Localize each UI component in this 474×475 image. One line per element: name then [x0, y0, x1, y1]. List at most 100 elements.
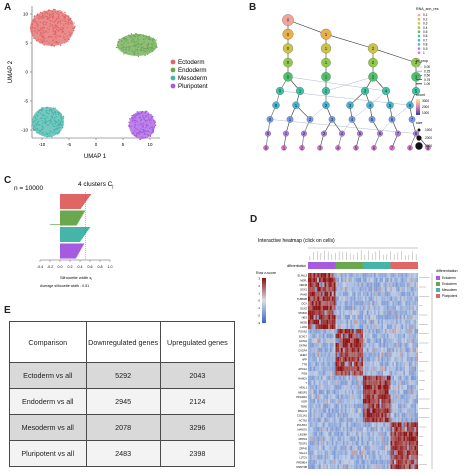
heatmap-cell	[339, 329, 342, 334]
heatmap-cell	[319, 455, 321, 460]
heatmap-cell	[405, 273, 408, 278]
heatmap-cell	[401, 413, 404, 418]
clustree-node	[266, 116, 274, 123]
colorbar-tick-label: 1	[258, 291, 260, 295]
heatmap-cell	[401, 282, 404, 288]
heatmap-cell	[319, 319, 321, 325]
heatmap-cell	[324, 324, 327, 330]
heatmap-cell	[374, 361, 376, 367]
heatmap-cell	[372, 389, 375, 395]
heatmap-cell	[401, 450, 404, 456]
clustree-node	[282, 14, 294, 26]
heatmap-cell	[319, 431, 321, 437]
heatmap-cell	[320, 422, 323, 428]
heatmap-cell	[335, 380, 338, 386]
heatmap-cell	[412, 315, 415, 320]
heatmap-cell	[341, 319, 343, 325]
heatmap-cell	[377, 338, 380, 344]
heatmap-cell	[392, 380, 395, 386]
colorbar-step	[262, 317, 266, 319]
heatmap-cell	[410, 366, 413, 372]
heatmap-cell	[333, 394, 336, 400]
heatmap-cell	[381, 441, 384, 446]
heatmap-cell	[397, 441, 400, 446]
heatmap-cell	[352, 310, 354, 316]
heatmap-cell	[311, 436, 314, 442]
heatmap-cell	[308, 310, 310, 316]
heatmap-cell	[342, 310, 345, 316]
heatmap-gene-label: NEFL	[300, 278, 307, 282]
heatmap-cell	[350, 408, 353, 414]
heatmap-cell	[397, 436, 400, 442]
heatmap-cell	[368, 291, 371, 297]
heatmap-cell	[313, 431, 316, 437]
heatmap-cell	[363, 296, 365, 302]
heatmap-cell	[341, 338, 343, 344]
umap-point	[51, 117, 54, 120]
heatmap-cell	[414, 431, 417, 437]
heatmap-cell	[407, 282, 409, 288]
heatmap-cell	[374, 324, 376, 330]
heatmap-cell	[350, 375, 353, 381]
umap-point	[135, 117, 137, 119]
heatmap-cell	[341, 296, 343, 302]
heatmap-cell	[322, 417, 325, 423]
heatmap-cell	[397, 273, 400, 278]
heatmap-cell	[315, 417, 318, 423]
heatmap-cell	[403, 380, 406, 386]
heatmap-cell	[405, 380, 408, 386]
umap-point	[133, 51, 135, 53]
heatmap-cell	[410, 324, 413, 330]
heatmap-cell	[326, 361, 329, 367]
umap-point	[141, 43, 143, 45]
umap-point	[154, 121, 157, 124]
heatmap-cell	[357, 413, 360, 418]
heatmap-cell	[410, 431, 413, 437]
umap-point	[123, 46, 125, 49]
heatmap-cell	[390, 329, 393, 334]
heatmap-cell	[394, 394, 397, 400]
heatmap-cell	[337, 366, 340, 372]
heatmap-cell	[375, 343, 378, 348]
heatmap-cell	[368, 273, 371, 278]
heatmap-plot[interactable]: Interactive heatmap (click on cells) dif…	[240, 226, 474, 475]
umap-point	[61, 121, 64, 123]
umap-legend-label: Pluripotent	[178, 83, 208, 90]
heatmap-cell	[364, 282, 367, 288]
umap-point	[58, 119, 60, 121]
heatmap-cell	[381, 399, 384, 404]
heatmap-cell	[397, 366, 400, 372]
umap-point	[44, 117, 46, 120]
heatmap-cell	[326, 385, 329, 390]
umap-point	[36, 118, 38, 121]
umap-point	[37, 111, 39, 114]
heatmap-cell	[330, 450, 332, 456]
heatmap-cell	[374, 329, 376, 334]
heatmap-cell	[359, 361, 362, 367]
umap-point	[51, 123, 54, 126]
umap-point	[61, 31, 64, 34]
heatmap-cell	[350, 277, 353, 283]
heatmap-cell	[410, 287, 413, 292]
heatmap-cell	[330, 296, 332, 302]
heatmap-cell	[399, 338, 402, 344]
heatmap-cell	[386, 380, 389, 386]
umap-point	[34, 27, 36, 29]
heatmap-cell	[344, 333, 347, 339]
umap-point	[142, 46, 144, 48]
umap-point	[53, 33, 55, 35]
heatmap-cell	[377, 305, 380, 311]
heatmap-cell	[392, 329, 395, 334]
heatmap-cell	[350, 296, 353, 302]
heatmap-cell	[350, 399, 353, 404]
umap-point	[33, 125, 36, 127]
umap-point	[37, 17, 40, 19]
umap-point	[54, 120, 57, 122]
heatmap-cell	[392, 301, 395, 306]
heatmap-cell	[414, 296, 417, 302]
heatmap-cell	[350, 324, 353, 330]
heatmap-cell	[386, 347, 389, 353]
clustree-node	[388, 116, 396, 123]
umap-point	[40, 108, 42, 111]
heatmap-cell	[344, 427, 347, 432]
